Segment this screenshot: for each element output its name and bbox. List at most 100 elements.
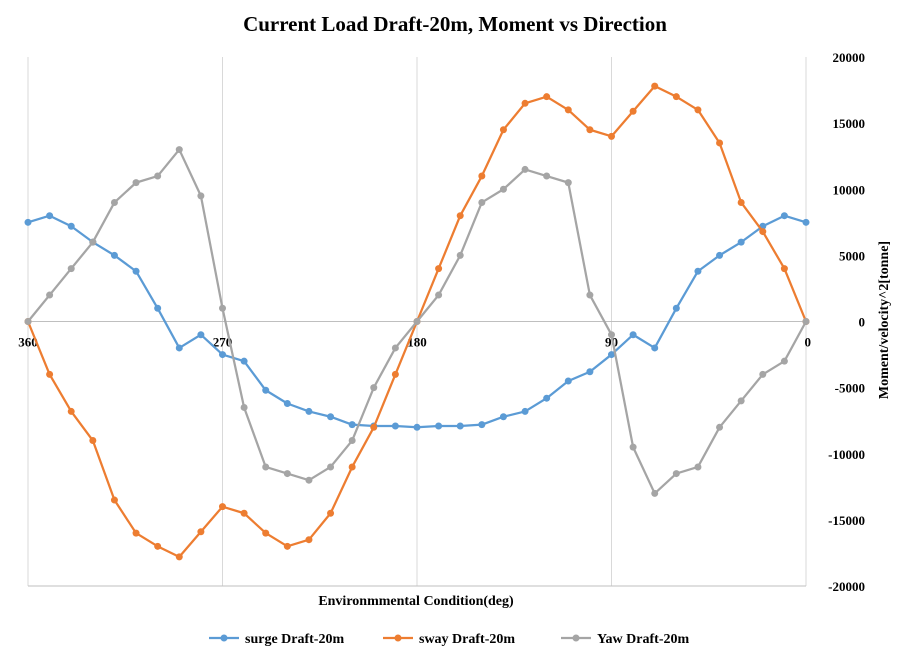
data-point bbox=[219, 351, 226, 359]
data-point bbox=[110, 198, 118, 206]
data-point bbox=[67, 222, 75, 230]
data-point bbox=[262, 529, 270, 537]
y-tick-label: 20000 bbox=[833, 50, 866, 65]
data-point bbox=[197, 331, 205, 339]
data-point bbox=[327, 509, 335, 517]
data-point bbox=[456, 251, 464, 259]
data-point bbox=[46, 370, 54, 378]
legend-marker bbox=[572, 634, 580, 642]
data-point bbox=[46, 291, 54, 299]
legend-marker bbox=[394, 634, 402, 642]
data-point bbox=[89, 437, 97, 445]
legend-label: surge Draft-20m bbox=[245, 632, 344, 647]
data-point bbox=[175, 344, 183, 352]
data-point bbox=[110, 496, 118, 504]
data-point bbox=[672, 470, 680, 478]
y-axis-title: Moment/velocity^2[tonne] bbox=[877, 241, 892, 399]
y-tick-label: -20000 bbox=[828, 579, 865, 594]
data-point bbox=[175, 146, 183, 154]
data-point bbox=[46, 212, 54, 220]
data-point bbox=[694, 463, 702, 471]
data-point bbox=[694, 106, 702, 114]
data-point bbox=[651, 344, 659, 352]
data-point bbox=[564, 179, 572, 187]
data-point bbox=[24, 318, 32, 325]
legend-label: Yaw Draft-20m bbox=[597, 632, 689, 647]
y-tick-label: 5000 bbox=[839, 248, 865, 263]
data-point bbox=[586, 368, 594, 376]
data-point bbox=[240, 357, 248, 365]
data-point bbox=[348, 421, 356, 429]
series-0 bbox=[24, 212, 810, 431]
data-point bbox=[110, 251, 118, 259]
data-point bbox=[651, 82, 659, 90]
data-point bbox=[305, 536, 313, 544]
data-point bbox=[802, 318, 810, 325]
data-point bbox=[154, 542, 162, 550]
data-point bbox=[132, 267, 140, 275]
data-point bbox=[672, 93, 680, 101]
data-point bbox=[543, 172, 551, 180]
data-point bbox=[435, 422, 443, 430]
data-point bbox=[521, 165, 529, 173]
data-point bbox=[608, 331, 615, 339]
data-point bbox=[499, 413, 507, 421]
data-point bbox=[586, 291, 594, 299]
data-point bbox=[67, 407, 75, 415]
legend-label: sway Draft-20m bbox=[419, 632, 515, 647]
x-axis-title: Environmmental Condition(deg) bbox=[318, 594, 514, 609]
x-tick-label: 270 bbox=[213, 335, 233, 350]
data-point bbox=[737, 238, 745, 246]
data-point bbox=[478, 172, 486, 180]
data-point bbox=[564, 377, 572, 385]
data-point bbox=[154, 172, 162, 180]
data-point bbox=[780, 357, 788, 365]
data-point bbox=[694, 267, 702, 275]
data-point bbox=[543, 93, 551, 101]
y-tick-label: 10000 bbox=[833, 182, 866, 197]
data-point bbox=[219, 304, 226, 312]
data-point bbox=[391, 422, 399, 430]
data-point bbox=[737, 397, 745, 405]
y-tick-label: 0 bbox=[859, 315, 866, 330]
data-point bbox=[24, 218, 32, 226]
data-point bbox=[478, 421, 486, 429]
series-group bbox=[24, 82, 810, 561]
data-point bbox=[89, 238, 97, 246]
data-point bbox=[197, 528, 205, 536]
y-tick-label: -15000 bbox=[828, 513, 865, 528]
data-point bbox=[456, 212, 464, 220]
data-point bbox=[348, 463, 356, 471]
x-tick-label: 0 bbox=[805, 335, 812, 350]
data-point bbox=[629, 107, 637, 115]
y-tick-labels: 20000 15000 10000 5000 0 -5000 -10000 -15000 -20… bbox=[828, 50, 865, 594]
data-point bbox=[283, 470, 291, 478]
data-point bbox=[154, 304, 162, 312]
data-point bbox=[737, 198, 745, 206]
data-point bbox=[759, 370, 767, 378]
x-tick-label: 180 bbox=[407, 335, 427, 350]
y-tick-label: -10000 bbox=[828, 447, 865, 462]
data-point bbox=[305, 476, 313, 484]
data-point bbox=[499, 126, 507, 134]
data-point bbox=[67, 265, 75, 273]
data-point bbox=[413, 318, 421, 325]
data-point bbox=[608, 351, 615, 359]
data-point bbox=[262, 386, 270, 394]
data-point bbox=[759, 228, 767, 236]
y-tick-label: 15000 bbox=[833, 116, 866, 131]
data-point bbox=[435, 291, 443, 299]
data-point bbox=[370, 423, 378, 431]
data-point bbox=[283, 542, 291, 550]
data-point bbox=[780, 212, 788, 220]
data-point bbox=[629, 443, 637, 451]
data-point bbox=[478, 198, 486, 206]
data-point bbox=[564, 106, 572, 114]
data-point bbox=[240, 403, 248, 411]
data-point bbox=[521, 99, 529, 107]
data-point bbox=[132, 529, 140, 537]
data-point bbox=[175, 553, 183, 561]
data-point bbox=[197, 192, 205, 200]
series-2 bbox=[24, 146, 810, 497]
